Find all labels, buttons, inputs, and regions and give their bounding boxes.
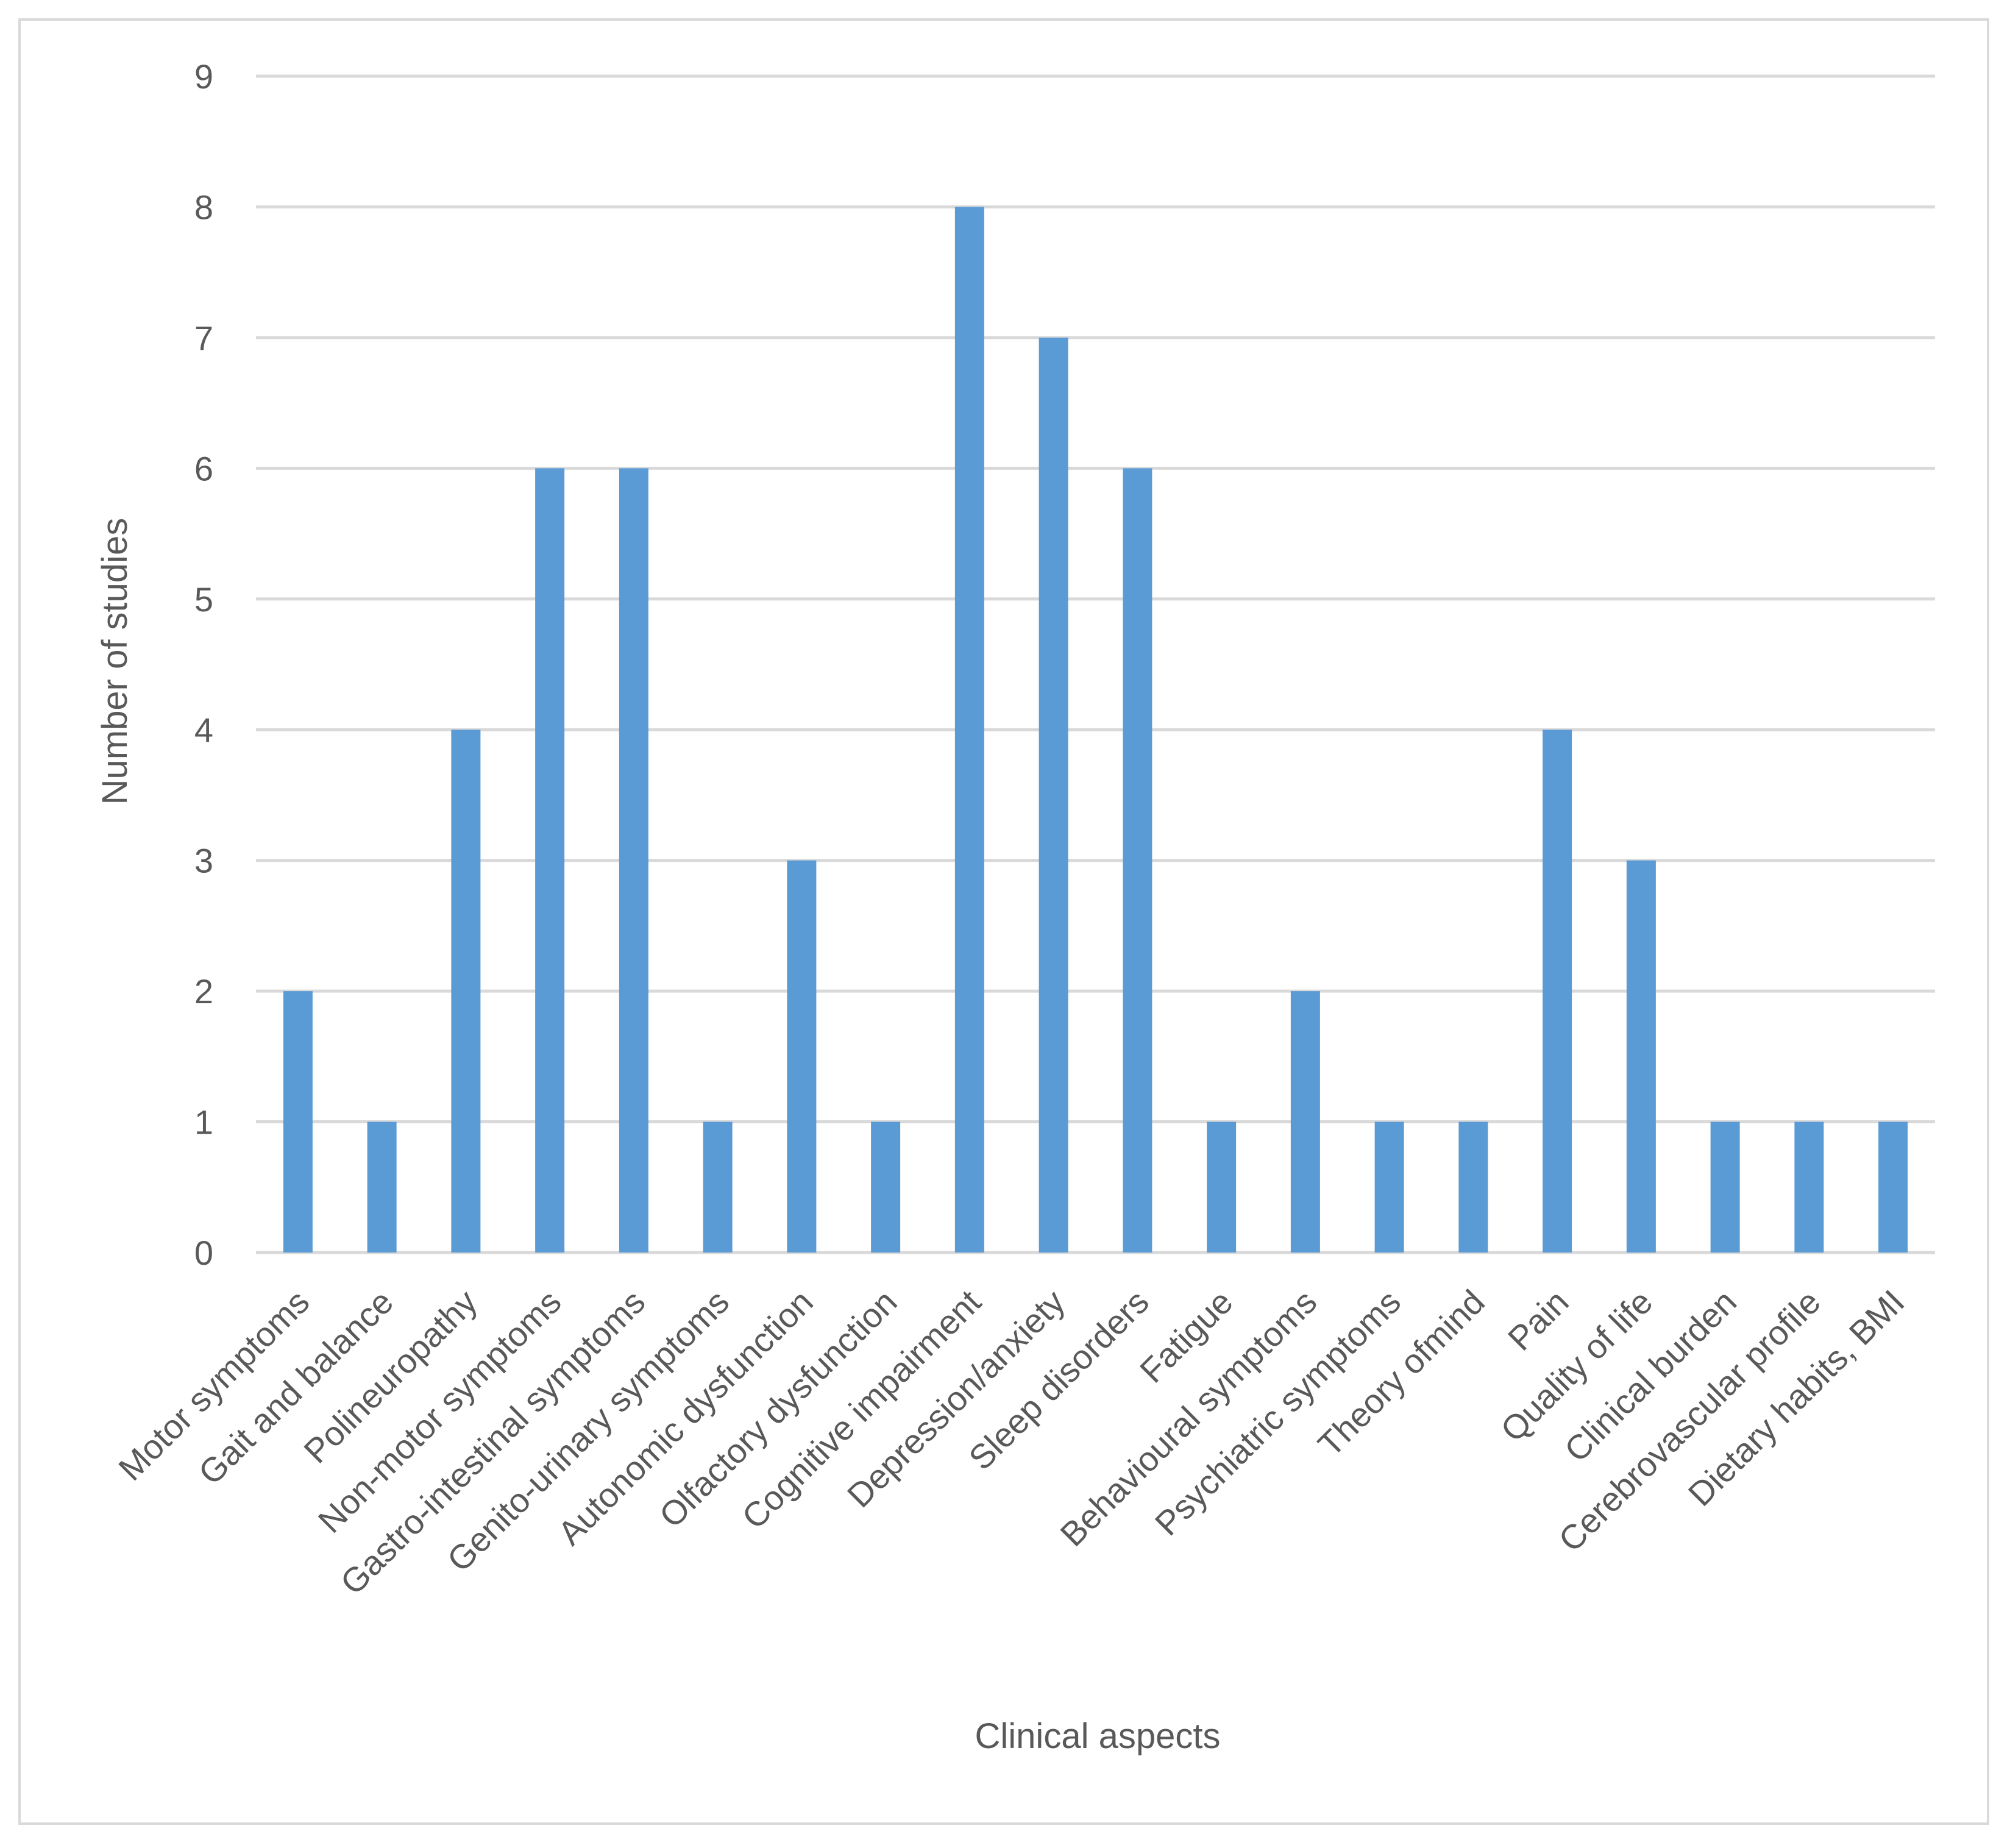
x-axis-title: Clinical aspects	[975, 1716, 1221, 1756]
bar	[1374, 1121, 1404, 1253]
y-tick-label: 9	[194, 57, 213, 96]
y-tick-label: 2	[194, 972, 213, 1011]
bar	[1543, 730, 1572, 1253]
bar	[1710, 1121, 1740, 1253]
bar	[283, 991, 313, 1253]
y-tick-label: 4	[194, 711, 213, 749]
bar	[535, 468, 565, 1253]
bar	[1794, 1121, 1824, 1253]
y-axis-title: Number of studies	[95, 518, 135, 805]
y-tick-label: 8	[194, 188, 213, 226]
bar	[787, 860, 817, 1253]
y-tick-label: 0	[194, 1234, 213, 1272]
bar	[1290, 991, 1320, 1253]
y-tick-label: 5	[194, 580, 213, 619]
bar	[619, 468, 648, 1253]
bar	[954, 207, 984, 1253]
bar	[1878, 1121, 1908, 1253]
bar	[367, 1121, 397, 1253]
bars	[283, 207, 1908, 1253]
bar	[1039, 337, 1068, 1253]
bar	[703, 1121, 733, 1253]
chart-border	[18, 18, 1989, 1825]
bar	[1123, 468, 1152, 1253]
bar	[1207, 1121, 1237, 1253]
y-tick-label: 1	[194, 1103, 213, 1142]
y-tick-label: 6	[194, 449, 213, 488]
y-tick-label: 7	[194, 319, 213, 357]
bar	[871, 1121, 901, 1253]
y-tick-labels: 0 1 2 3 4 5 6 7 8 9	[194, 57, 213, 1272]
y-tick-label: 3	[194, 842, 213, 880]
bar	[1458, 1121, 1488, 1253]
x-tick-label: Pain	[1500, 1282, 1576, 1358]
bar	[1626, 860, 1656, 1253]
bar	[451, 730, 481, 1253]
grid-lines	[256, 74, 1935, 1254]
